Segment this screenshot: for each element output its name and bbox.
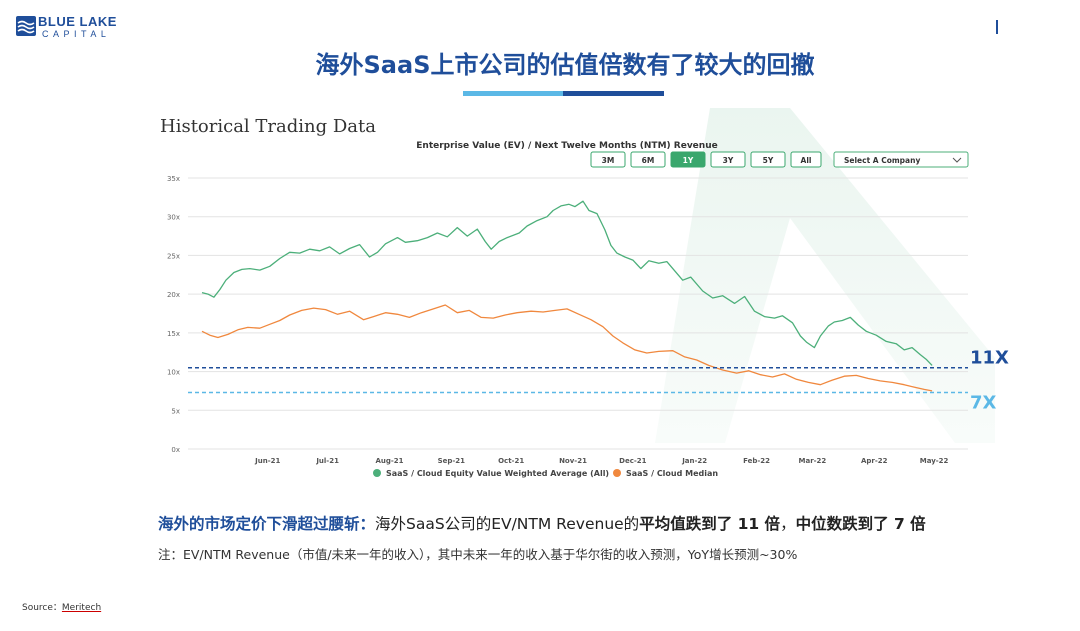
chart-legend: SaaS / Cloud Equity Value Weighted Avera… (373, 469, 718, 478)
title-underline-light (463, 91, 563, 96)
summary-separator: ， (780, 515, 796, 533)
x-tick-label: Apr-22 (861, 457, 888, 465)
range-button-1y[interactable]: 1Y (670, 151, 706, 168)
y-tick-label: 15x (167, 330, 180, 338)
x-axis: Jun-21 Jul-21 Aug-21 Sep-21 Oct-21 Nov-21 Dec-… (254, 457, 948, 465)
y-axis: 0x 5x 10x 15x 20x 25x 30x 35x (167, 175, 180, 454)
legend-label: SaaS / Cloud Equity Value Weighted Avera… (386, 469, 609, 478)
logo-waves-icon (16, 16, 36, 36)
y-tick-label: 20x (167, 291, 180, 299)
chart-title: Enterprise Value (EV) / Next Twelve Mont… (416, 141, 717, 151)
x-tick-label: Jun-21 (254, 457, 280, 465)
y-tick-label: 5x (171, 407, 180, 415)
legend-marker (373, 469, 381, 477)
legend-marker (613, 469, 621, 477)
watermark-shape (655, 108, 995, 443)
logo-text-line2: CAPITAL (42, 29, 111, 39)
header-divider (996, 20, 998, 34)
y-tick-label: 10x (167, 369, 180, 377)
range-button-5y[interactable]: 5Y (750, 151, 786, 168)
company-select[interactable]: Select A Company (833, 151, 969, 168)
summary-lead: 海外的市场定价下滑超过腰斩： (158, 515, 376, 533)
chevron-down-icon (952, 157, 962, 163)
logo-text-line1: BLUE LAKE (38, 14, 117, 29)
x-tick-label: Jul-21 (315, 457, 339, 465)
y-tick-label: 0x (171, 446, 180, 454)
x-tick-label: Sep-21 (438, 457, 466, 465)
page-title: 海外SaaS上市公司的估值倍数有了较大的回撤 (315, 51, 815, 79)
summary-line: 海外的市场定价下滑超过腰斩：海外SaaS公司的EV/NTM Revenue的平均… (158, 512, 926, 534)
range-button-label: All (801, 156, 812, 165)
chart-panel: Historical Trading Data Enterprise Value… (160, 108, 1009, 478)
summary-text: 海外SaaS公司的EV/NTM Revenue的 (375, 515, 640, 533)
footnote: 注：EV/NTM Revenue（市值/未来一年的收入），其中未来一年的收入基于… (158, 547, 798, 562)
x-tick-label: Nov-21 (559, 457, 587, 465)
source-line: Source：Meritech (22, 600, 101, 613)
reference-lines: 11X 7X (188, 348, 1009, 413)
legend-label: SaaS / Cloud Median (626, 469, 718, 478)
range-button-label: 6M (642, 156, 655, 165)
summary-average: 平均值跌到了 11 倍 (639, 515, 781, 533)
title-underline-dark (563, 91, 664, 96)
series-lines (201, 200, 933, 392)
y-tick-label: 35x (167, 175, 180, 183)
x-tick-label: Dec-21 (619, 457, 646, 465)
x-tick-label: Jan-22 (681, 457, 707, 465)
reference-label: 11X (970, 348, 1009, 369)
legend-item-2: SaaS / Cloud Median (613, 469, 718, 478)
company-logo: BLUE LAKE CAPITAL (16, 14, 136, 40)
x-tick-label: May-22 (920, 457, 949, 465)
range-button-label: 3Y (723, 156, 734, 165)
y-tick-label: 30x (167, 214, 180, 222)
reference-label: 7X (970, 392, 997, 413)
range-button-label: 3M (602, 156, 615, 165)
chart-grid (188, 177, 968, 450)
x-tick-label: Mar-22 (799, 457, 827, 465)
x-tick-label: Aug-21 (375, 457, 403, 465)
series-line-2 (201, 304, 933, 392)
range-button-all[interactable]: All (790, 151, 822, 168)
range-button-label: 1Y (683, 156, 694, 165)
range-button-3y[interactable]: 3Y (710, 151, 746, 168)
summary-median: 中位数跌到了 7 倍 (795, 515, 926, 533)
legend-item-1: SaaS / Cloud Equity Value Weighted Avera… (373, 469, 609, 478)
company-select-label: Select A Company (844, 156, 920, 165)
panel-heading: Historical Trading Data (160, 116, 376, 137)
series-line-1 (201, 200, 933, 366)
source-label: Source： (22, 603, 62, 613)
source-name: Meritech (61, 603, 102, 613)
range-button-6m[interactable]: 6M (630, 151, 666, 168)
x-tick-label: Feb-22 (743, 457, 770, 465)
range-buttons: 3M 6M 1Y 3Y 5Y All (590, 151, 822, 168)
range-button-label: 5Y (763, 156, 774, 165)
x-tick-label: Oct-21 (498, 457, 524, 465)
range-button-3m[interactable]: 3M (590, 151, 626, 168)
y-tick-label: 25x (167, 252, 180, 260)
